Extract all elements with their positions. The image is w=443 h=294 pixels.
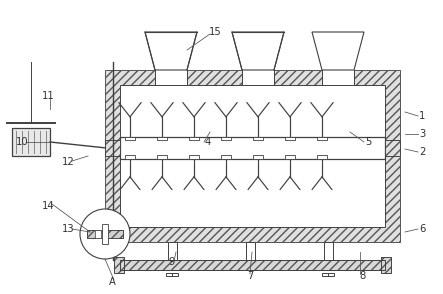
Bar [242,68,274,85]
Bar [285,155,295,159]
Bar [155,68,187,85]
Text: 14: 14 [42,201,54,211]
Bar [102,224,108,244]
Polygon shape [145,32,197,70]
Bar [385,140,400,156]
Bar [189,155,199,159]
Bar [105,70,400,242]
Bar [322,273,334,275]
Text: 3: 3 [419,129,425,139]
Bar [120,260,385,270]
Text: 6: 6 [419,224,425,234]
Bar [125,136,135,140]
Bar [12,128,50,156]
Bar [381,257,391,273]
Bar [189,136,199,140]
Bar [87,230,123,238]
Bar [323,242,333,260]
Text: 8: 8 [359,271,365,281]
Bar [221,136,231,140]
Bar [157,136,167,140]
Polygon shape [312,32,364,70]
Bar [114,257,124,273]
Text: 11: 11 [42,91,54,101]
Polygon shape [232,32,284,70]
Bar [385,140,400,156]
Bar [157,155,167,159]
Bar [125,155,135,159]
Text: 9: 9 [169,257,175,267]
Bar [95,230,101,238]
Text: A: A [109,277,116,287]
Bar [167,242,176,260]
Bar [245,242,254,260]
Circle shape [80,209,130,259]
Text: 5: 5 [365,137,371,147]
Bar [114,257,124,273]
Bar [120,85,385,227]
Bar [87,230,123,238]
Bar [253,136,263,140]
Text: 15: 15 [209,27,222,37]
Text: 12: 12 [62,157,74,167]
Bar [322,68,354,85]
Text: 1: 1 [419,111,425,121]
Bar [317,155,327,159]
Bar [120,260,385,270]
Bar [105,140,120,156]
Text: 10: 10 [16,137,28,147]
Bar [221,155,231,159]
Bar [381,257,391,273]
Bar [253,155,263,159]
Text: 2: 2 [419,147,425,157]
Text: 7: 7 [247,271,253,281]
Bar [120,137,385,159]
Bar [285,136,295,140]
Bar [105,140,120,156]
Bar [317,136,327,140]
Bar [166,273,178,275]
Text: 4: 4 [205,137,211,147]
Text: 13: 13 [62,224,74,234]
